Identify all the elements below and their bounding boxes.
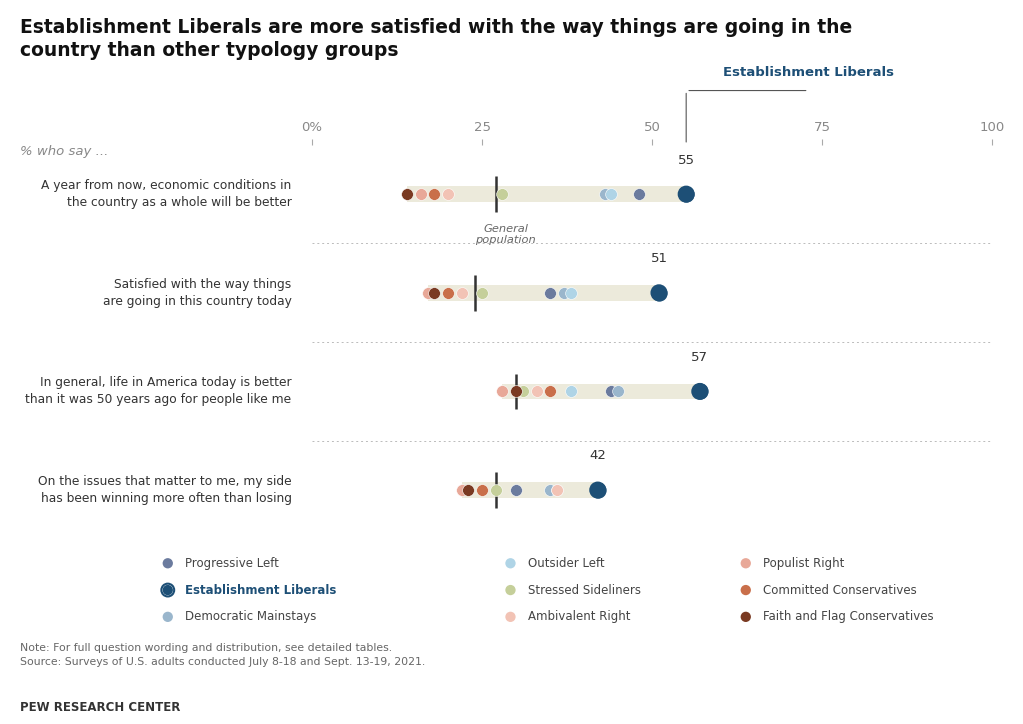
Point: [678, 188, 695, 200]
Text: On the issues that matter to me, my side
has been winning more often than losing: On the issues that matter to me, my side…: [38, 475, 292, 505]
Point: [610, 386, 626, 397]
Point: [412, 188, 429, 200]
Text: Populist Right: Populist Right: [763, 557, 845, 570]
Point: [604, 188, 620, 200]
Point: [651, 287, 667, 298]
Text: 51: 51: [651, 252, 667, 265]
Text: Committed Conservatives: Committed Conservatives: [763, 584, 917, 597]
Point: [563, 386, 579, 397]
Point: [738, 557, 754, 569]
Text: 57: 57: [692, 351, 708, 363]
Point: [548, 484, 565, 496]
Point: [494, 386, 510, 397]
Bar: [407, 186, 686, 202]
Point: [488, 484, 504, 496]
Point: [474, 287, 490, 298]
Point: [399, 188, 415, 200]
Point: [419, 287, 436, 298]
Point: [440, 188, 456, 200]
Point: [555, 287, 572, 298]
Point: [651, 287, 667, 298]
Point: [542, 386, 559, 397]
Text: Ambivalent Right: Ambivalent Right: [528, 610, 630, 623]
Text: 42: 42: [589, 450, 607, 463]
Text: In general, life in America today is better
than it was 50 years ago for people : In general, life in America today is bet…: [26, 376, 292, 406]
Point: [678, 188, 695, 200]
Point: [160, 584, 176, 596]
Point: [548, 484, 565, 496]
Point: [692, 386, 708, 397]
Point: [563, 287, 579, 298]
Point: [515, 386, 531, 397]
Point: [494, 188, 510, 200]
Point: [502, 584, 519, 596]
Text: Faith and Flag Conservatives: Faith and Flag Conservatives: [763, 610, 934, 623]
Point: [738, 611, 754, 623]
Point: [528, 386, 544, 397]
Text: General
population: General population: [476, 224, 536, 245]
Point: [474, 484, 490, 496]
Text: A year from now, economic conditions in
the country as a whole will be better: A year from now, economic conditions in …: [41, 179, 292, 209]
Point: [738, 584, 754, 596]
Point: [589, 484, 606, 496]
Point: [160, 557, 176, 569]
Text: Note: For full question wording and distribution, see detailed tables.
Source: S: Note: For full question wording and dist…: [20, 643, 426, 667]
Point: [453, 484, 470, 496]
Bar: [428, 285, 659, 300]
Point: [507, 484, 524, 496]
Text: Establishment Liberals: Establishment Liberals: [723, 66, 894, 79]
Text: Satisfied with the way things
are going in this country today: Satisfied with the way things are going …: [102, 278, 292, 308]
Bar: [461, 482, 597, 498]
Point: [596, 188, 613, 200]
Text: Stressed Sideliners: Stressed Sideliners: [528, 584, 640, 597]
Point: [440, 287, 456, 298]
Point: [160, 611, 176, 623]
Text: Democratic Mainstays: Democratic Mainstays: [185, 610, 316, 623]
Bar: [502, 384, 700, 400]
Point: [542, 287, 559, 298]
Point: [507, 386, 524, 397]
Text: PEW RESEARCH CENTER: PEW RESEARCH CENTER: [20, 701, 181, 714]
Point: [427, 287, 443, 298]
Point: [589, 484, 606, 496]
Point: [692, 386, 708, 397]
Text: Establishment Liberals: Establishment Liberals: [185, 584, 337, 597]
Point: [604, 386, 620, 397]
Point: [427, 188, 443, 200]
Point: [502, 557, 519, 569]
Point: [160, 584, 176, 596]
Text: Outsider Left: Outsider Left: [528, 557, 605, 570]
Point: [502, 611, 519, 623]
Point: [460, 484, 477, 496]
Point: [542, 484, 559, 496]
Point: [453, 287, 470, 298]
Text: % who say ...: % who say ...: [20, 145, 108, 158]
Point: [630, 188, 647, 200]
Text: Progressive Left: Progressive Left: [185, 557, 279, 570]
Text: 55: 55: [677, 153, 695, 167]
Text: Establishment Liberals are more satisfied with the way things are going in the
c: Establishment Liberals are more satisfie…: [20, 18, 853, 60]
